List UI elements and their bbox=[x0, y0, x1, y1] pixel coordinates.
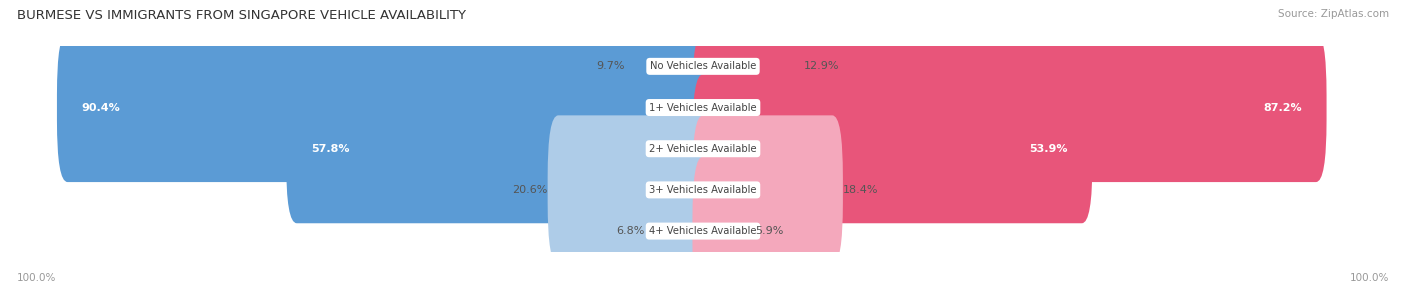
FancyBboxPatch shape bbox=[547, 115, 713, 265]
FancyBboxPatch shape bbox=[644, 156, 713, 286]
FancyBboxPatch shape bbox=[0, 91, 1406, 286]
Text: 9.7%: 9.7% bbox=[596, 61, 624, 71]
Text: 100.0%: 100.0% bbox=[1350, 273, 1389, 283]
FancyBboxPatch shape bbox=[693, 33, 1327, 182]
Text: 57.8%: 57.8% bbox=[311, 144, 349, 154]
Text: 53.9%: 53.9% bbox=[1029, 144, 1069, 154]
Text: 4+ Vehicles Available: 4+ Vehicles Available bbox=[650, 226, 756, 236]
FancyBboxPatch shape bbox=[693, 156, 755, 286]
FancyBboxPatch shape bbox=[0, 49, 1406, 248]
Text: 12.9%: 12.9% bbox=[804, 61, 839, 71]
Text: 2+ Vehicles Available: 2+ Vehicles Available bbox=[650, 144, 756, 154]
Text: Source: ZipAtlas.com: Source: ZipAtlas.com bbox=[1278, 9, 1389, 19]
Text: No Vehicles Available: No Vehicles Available bbox=[650, 61, 756, 71]
Text: 87.2%: 87.2% bbox=[1264, 103, 1302, 112]
FancyBboxPatch shape bbox=[0, 8, 1406, 207]
Text: 3+ Vehicles Available: 3+ Vehicles Available bbox=[650, 185, 756, 195]
FancyBboxPatch shape bbox=[693, 74, 1092, 223]
FancyBboxPatch shape bbox=[693, 115, 844, 265]
Text: 5.9%: 5.9% bbox=[755, 226, 783, 236]
FancyBboxPatch shape bbox=[0, 132, 1406, 286]
Text: 20.6%: 20.6% bbox=[512, 185, 547, 195]
FancyBboxPatch shape bbox=[287, 74, 713, 223]
FancyBboxPatch shape bbox=[693, 0, 804, 141]
Text: 1+ Vehicles Available: 1+ Vehicles Available bbox=[650, 103, 756, 112]
FancyBboxPatch shape bbox=[56, 33, 713, 182]
Text: 6.8%: 6.8% bbox=[616, 226, 644, 236]
FancyBboxPatch shape bbox=[0, 0, 1406, 166]
Text: 100.0%: 100.0% bbox=[17, 273, 56, 283]
Text: BURMESE VS IMMIGRANTS FROM SINGAPORE VEHICLE AVAILABILITY: BURMESE VS IMMIGRANTS FROM SINGAPORE VEH… bbox=[17, 9, 465, 21]
Text: 18.4%: 18.4% bbox=[844, 185, 879, 195]
FancyBboxPatch shape bbox=[624, 0, 713, 141]
Text: 90.4%: 90.4% bbox=[82, 103, 121, 112]
